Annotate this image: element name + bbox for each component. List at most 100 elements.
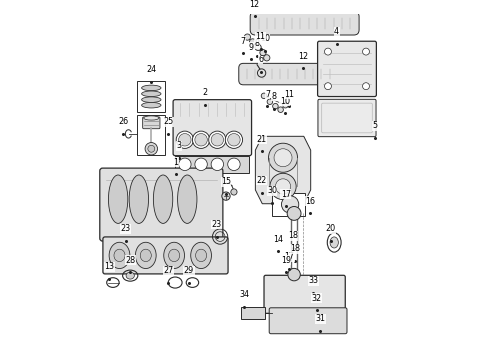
Text: 11: 11 — [284, 90, 294, 99]
Ellipse shape — [142, 85, 161, 91]
Text: 25: 25 — [163, 117, 173, 126]
Text: 18: 18 — [288, 231, 298, 240]
Circle shape — [267, 99, 272, 104]
Text: 13: 13 — [104, 262, 115, 271]
Circle shape — [211, 134, 223, 146]
Text: 1: 1 — [173, 158, 178, 167]
Ellipse shape — [109, 242, 130, 269]
Circle shape — [148, 145, 155, 152]
Circle shape — [264, 55, 270, 61]
Text: 3: 3 — [177, 141, 182, 150]
FancyBboxPatch shape — [250, 12, 359, 35]
Ellipse shape — [114, 249, 125, 262]
Circle shape — [211, 158, 223, 171]
Ellipse shape — [330, 237, 339, 248]
Ellipse shape — [169, 249, 180, 262]
Circle shape — [179, 158, 191, 171]
Ellipse shape — [177, 175, 197, 224]
Circle shape — [195, 134, 207, 146]
Circle shape — [145, 143, 157, 155]
Circle shape — [228, 158, 240, 171]
Text: 10: 10 — [280, 96, 290, 105]
Circle shape — [195, 158, 207, 171]
Circle shape — [278, 107, 283, 112]
Circle shape — [274, 149, 292, 167]
Bar — [175, 156, 249, 172]
Text: 11: 11 — [256, 32, 266, 41]
Circle shape — [324, 83, 331, 90]
Bar — [272, 193, 305, 216]
Text: 26: 26 — [118, 117, 128, 126]
Bar — [137, 115, 166, 155]
Text: 7: 7 — [265, 90, 270, 99]
Polygon shape — [255, 136, 311, 204]
Circle shape — [288, 268, 300, 281]
Circle shape — [249, 39, 256, 45]
Text: 20: 20 — [326, 224, 336, 233]
Circle shape — [257, 69, 266, 77]
Text: 17: 17 — [281, 190, 291, 199]
Text: 30: 30 — [267, 186, 277, 195]
Text: 27: 27 — [163, 266, 173, 275]
Circle shape — [209, 131, 226, 148]
Text: 16: 16 — [305, 197, 315, 206]
Text: 4: 4 — [334, 27, 339, 36]
Circle shape — [225, 131, 243, 148]
Text: 28: 28 — [125, 256, 135, 265]
Text: 32: 32 — [312, 294, 322, 303]
Circle shape — [228, 134, 240, 146]
Ellipse shape — [142, 103, 161, 108]
FancyBboxPatch shape — [318, 99, 376, 137]
FancyBboxPatch shape — [269, 308, 347, 334]
FancyBboxPatch shape — [173, 100, 251, 156]
FancyBboxPatch shape — [318, 41, 376, 96]
Text: 33: 33 — [308, 276, 318, 285]
Ellipse shape — [135, 242, 156, 269]
Circle shape — [176, 131, 194, 148]
Circle shape — [283, 103, 288, 108]
Circle shape — [193, 131, 210, 148]
Text: 22: 22 — [256, 176, 267, 185]
Text: 12: 12 — [298, 51, 308, 60]
FancyBboxPatch shape — [143, 117, 160, 129]
Ellipse shape — [153, 175, 173, 224]
Ellipse shape — [142, 91, 161, 96]
Text: 24: 24 — [146, 66, 156, 75]
Circle shape — [255, 44, 261, 50]
Circle shape — [363, 83, 369, 90]
Text: 8: 8 — [255, 39, 260, 48]
Text: 18: 18 — [290, 244, 300, 253]
Text: 5: 5 — [372, 121, 377, 130]
Ellipse shape — [108, 175, 128, 224]
Text: 7: 7 — [241, 37, 246, 46]
Circle shape — [272, 103, 278, 109]
Text: 6: 6 — [258, 55, 263, 64]
Ellipse shape — [140, 249, 151, 262]
Ellipse shape — [222, 192, 230, 200]
Circle shape — [179, 134, 191, 146]
Ellipse shape — [142, 97, 161, 103]
FancyBboxPatch shape — [100, 168, 223, 241]
Ellipse shape — [196, 249, 207, 262]
Text: 21: 21 — [257, 135, 267, 144]
Text: 29: 29 — [184, 266, 194, 275]
Circle shape — [261, 93, 267, 99]
Circle shape — [245, 34, 250, 40]
Circle shape — [324, 48, 331, 55]
Circle shape — [363, 48, 369, 55]
Text: 34: 34 — [239, 290, 249, 299]
Bar — [137, 81, 166, 112]
FancyBboxPatch shape — [103, 237, 228, 274]
Text: 9: 9 — [248, 42, 254, 51]
Text: 15: 15 — [221, 177, 231, 186]
Circle shape — [287, 207, 301, 220]
Circle shape — [270, 173, 296, 199]
Text: 23: 23 — [121, 224, 131, 233]
Bar — [241, 307, 265, 319]
Ellipse shape — [164, 242, 185, 269]
Text: 31: 31 — [316, 314, 325, 323]
FancyBboxPatch shape — [264, 275, 345, 313]
Ellipse shape — [126, 272, 134, 279]
Ellipse shape — [144, 116, 159, 120]
Text: 23: 23 — [212, 220, 221, 229]
